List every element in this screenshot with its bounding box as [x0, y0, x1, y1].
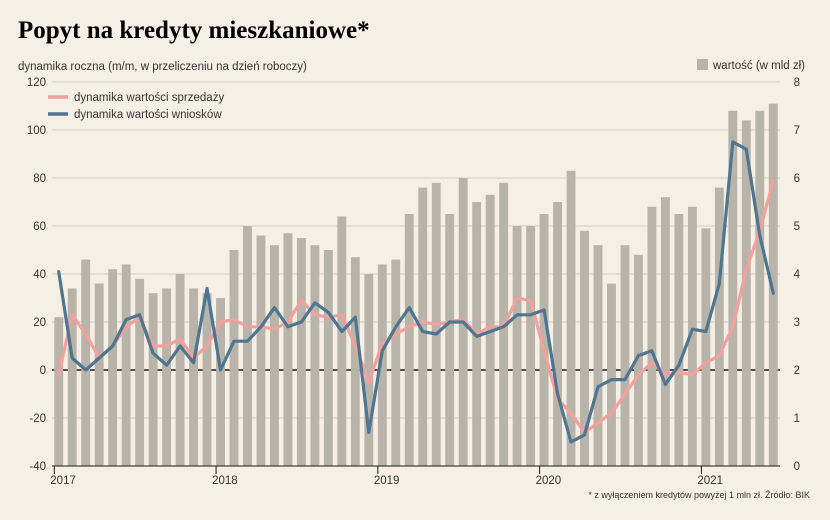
bar	[189, 288, 199, 466]
y-axis-right-tick-label: 8	[794, 77, 800, 89]
bar	[350, 257, 360, 466]
x-axis-tick-label: 2021	[697, 475, 723, 487]
grid-lines	[52, 81, 780, 467]
legend-label-1: dynamika wartości sprzedaży	[74, 92, 224, 104]
x-axis-tick-label: 2019	[374, 475, 400, 487]
y-axis-right-tick-label: 2	[794, 365, 800, 377]
bar	[526, 226, 536, 466]
y-axis-left-tick-label: 100	[27, 125, 46, 137]
legend-bars: wartość (w mld zł)	[697, 59, 805, 72]
footnote: * z wyłączeniem kredytów powyżej 1 mln z…	[588, 490, 810, 500]
y-axis-right-tick-label: 3	[794, 317, 800, 329]
bar	[229, 250, 239, 466]
y-axis-right-tick-label: 6	[794, 173, 800, 185]
y-axis-right-tick-label: 1	[794, 413, 800, 425]
x-axis-ticks: 2017 2018 2019 2020 2021	[50, 465, 780, 487]
line-series	[57, 140, 775, 444]
y-axis-right-tick-label: 7	[794, 125, 800, 137]
bar	[296, 238, 306, 466]
bar	[283, 233, 293, 466]
bar	[418, 187, 428, 466]
y-axis-right-tick-label: 5	[794, 221, 800, 233]
bar	[445, 214, 455, 466]
legend-lines: dynamika wartości sprzedaży dynamika wart…	[48, 92, 224, 121]
y-axis-left-tick-label: -20	[29, 413, 46, 425]
chart-title: Popyt na kredyty mieszkaniowe*	[18, 17, 370, 44]
bar	[593, 245, 603, 466]
series-line-2	[57, 140, 775, 444]
bar	[310, 245, 320, 466]
bar	[94, 283, 104, 466]
bar	[364, 274, 374, 466]
series-line-1	[57, 178, 775, 434]
bar	[768, 103, 778, 466]
x-axis-tick-label: 2020	[536, 475, 562, 487]
bar	[620, 245, 630, 466]
bar	[701, 228, 711, 466]
x-axis-tick-label: 2018	[212, 475, 238, 487]
bar	[135, 278, 145, 466]
bar	[647, 206, 657, 467]
legend-bars-label: wartość (w mld zł)	[712, 60, 805, 72]
bar	[67, 288, 77, 466]
bar	[728, 110, 738, 467]
legend-label-2: dynamika wartości wniosków	[74, 109, 222, 121]
y-axis-left-tick-label: 80	[33, 173, 46, 185]
bars-series	[54, 103, 778, 467]
bar	[539, 214, 549, 466]
bar	[404, 214, 414, 466]
bar	[256, 235, 266, 466]
y-axis-right-ticks: 8 7 6 5 4 3 2 1 0	[794, 77, 801, 473]
bar	[687, 206, 697, 467]
bar	[674, 214, 684, 466]
bar	[377, 264, 387, 466]
bar	[714, 187, 724, 466]
bar	[162, 288, 172, 466]
bar	[243, 226, 252, 466]
y-axis-left-ticks: 120 100 80 60 40 20 0 -20 -40	[27, 77, 46, 473]
bar	[202, 293, 212, 466]
y-axis-right-tick-label: 4	[794, 269, 801, 281]
bar	[755, 110, 765, 467]
bar	[512, 226, 522, 466]
x-axis-tick-label: 2017	[50, 475, 76, 487]
y-axis-left-tick-label: 60	[33, 221, 46, 233]
bar	[391, 259, 401, 466]
y-axis-left-tick-label: 0	[40, 365, 46, 377]
bar	[54, 317, 64, 466]
bar	[566, 170, 576, 467]
bar	[741, 120, 751, 467]
legend-bars-swatch	[697, 59, 708, 70]
bar	[633, 254, 643, 466]
bar	[580, 230, 589, 466]
bar	[269, 245, 279, 466]
y-axis-left-tick-label: -40	[29, 461, 46, 473]
y-axis-left-tick-label: 120	[27, 77, 46, 89]
y-axis-left-tick-label: 40	[33, 269, 46, 281]
bar	[607, 283, 616, 466]
bar	[148, 293, 158, 466]
bar	[81, 259, 91, 466]
bar	[660, 197, 670, 466]
y-axis-right-tick-label: 0	[794, 461, 800, 473]
bar	[108, 269, 118, 466]
bar	[216, 298, 225, 466]
bar	[323, 250, 333, 466]
bar	[337, 216, 347, 466]
y-axis-left-title: dynamika roczna (m/m, w przeliczeniu na …	[18, 61, 307, 73]
bar	[121, 264, 131, 466]
y-axis-left-tick-label: 20	[33, 317, 46, 329]
bar	[175, 274, 185, 466]
bar	[553, 202, 563, 466]
